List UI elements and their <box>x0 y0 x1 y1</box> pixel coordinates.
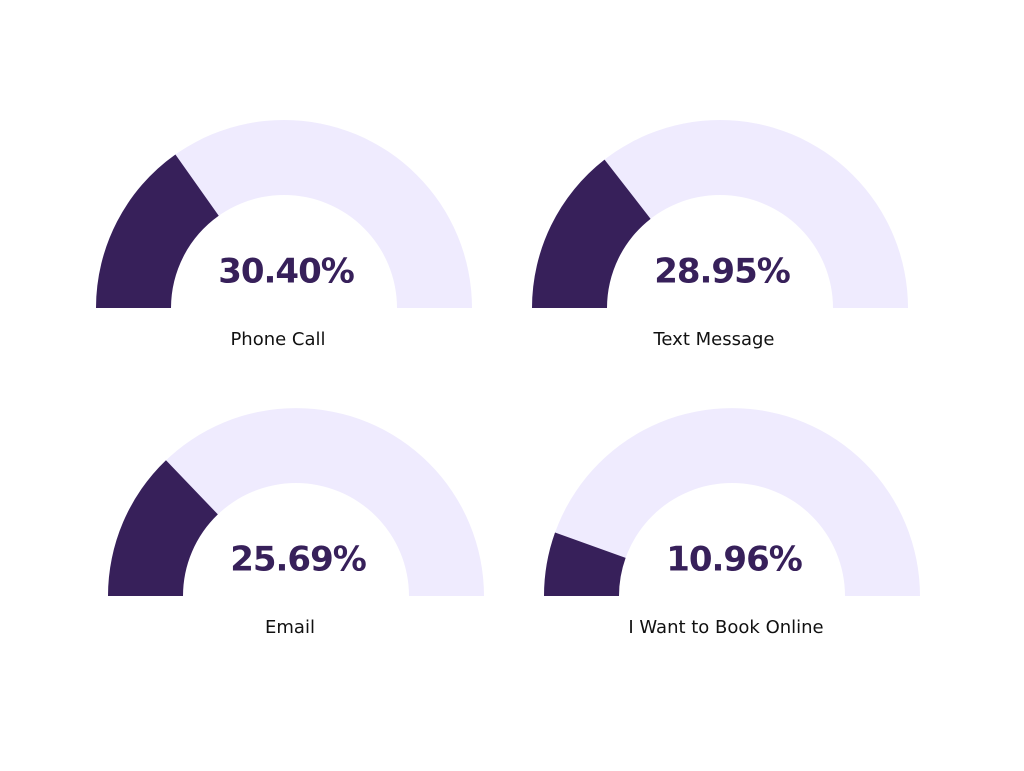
gauge-value: 28.95% <box>654 252 790 292</box>
gauge-label: Phone Call <box>230 329 325 350</box>
gauge-label: Email <box>265 617 315 638</box>
gauge-fill <box>532 159 651 308</box>
gauge-track <box>532 120 908 308</box>
gauge-track <box>108 408 484 596</box>
gauge-fill <box>108 460 218 596</box>
gauge-value: 10.96% <box>666 540 802 580</box>
gauge-fill <box>544 532 626 596</box>
gauge-label: Text Message <box>652 329 774 350</box>
gauge-track <box>544 408 920 596</box>
gauge-fill <box>96 154 219 308</box>
gauge-value: 25.69% <box>230 540 366 580</box>
gauge-label: I Want to Book Online <box>628 617 823 638</box>
gauge-track <box>96 120 472 308</box>
gauge-value: 30.40% <box>218 252 354 292</box>
